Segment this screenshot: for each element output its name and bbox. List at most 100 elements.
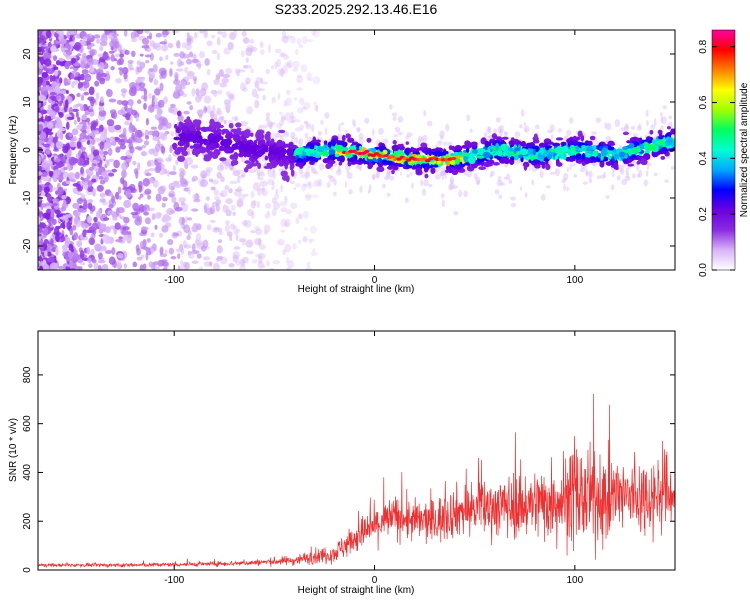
spectrogram-cell	[302, 210, 309, 219]
spectrogram-cell	[233, 30, 238, 37]
spectrogram-cell	[117, 253, 124, 259]
spectrogram-cell	[173, 52, 180, 57]
spectrogram-cell	[87, 58, 94, 66]
spectrogram-cell	[205, 126, 211, 132]
spectrogram-cell	[222, 74, 231, 78]
spectrogram-cell	[205, 167, 213, 173]
spectrogram-x-ticks: -100 0 100	[164, 30, 584, 286]
spectrogram-cell	[42, 79, 47, 88]
spectrogram-cell	[52, 55, 58, 61]
spectrogram-cell	[64, 61, 70, 70]
spectrogram-cell	[113, 159, 120, 169]
spectrogram-cell	[667, 126, 671, 130]
spectrogram-cell	[83, 91, 89, 96]
spectrogram-cell	[184, 42, 192, 51]
spectrogram-cell	[120, 88, 128, 94]
spectrogram-cell	[183, 244, 192, 249]
spectrogram-cell	[43, 227, 49, 236]
spectrogram-cell	[583, 132, 586, 139]
spectrogram-cell	[99, 198, 106, 203]
x-tick-label: -100	[164, 575, 184, 586]
spectrogram-cell	[202, 239, 209, 249]
spectrogram-cell	[100, 149, 104, 157]
spectrogram-cell	[217, 239, 223, 244]
spectrogram-cell	[77, 81, 83, 90]
spectrogram-cell	[518, 154, 523, 159]
spectrogram-cell	[285, 209, 292, 215]
spectrogram-cell	[282, 35, 289, 44]
spectrogram-cell	[469, 128, 473, 133]
spectrogram-cell	[290, 131, 296, 140]
spectrogram-cell	[71, 80, 78, 85]
spectrogram-cell	[552, 142, 561, 147]
spectrogram-cell	[111, 168, 117, 173]
spectrogram-cell	[60, 47, 68, 51]
spectrogram-cell	[162, 196, 168, 202]
spectrogram-cell	[592, 150, 598, 157]
spectrogram-cell	[505, 145, 509, 151]
spectrogram-cell	[520, 109, 525, 117]
colorbar-tick-label: 0.6	[698, 95, 709, 109]
spectrogram-cell	[309, 160, 315, 165]
spectrogram-cell	[282, 249, 287, 256]
spectrogram-cell	[277, 239, 285, 246]
spectrogram-cell	[314, 153, 321, 159]
spectrogram-cell	[463, 190, 468, 198]
spectrogram-cell	[455, 163, 462, 171]
spectrogram-cell	[297, 239, 302, 244]
spectrogram-cell	[602, 156, 609, 162]
spectrogram-cell	[48, 222, 52, 227]
spectrogram-cell	[231, 159, 239, 166]
snr-y-label: SNR (10 * v/v)	[8, 418, 19, 482]
spectrogram-cell	[208, 133, 215, 139]
spectrogram-cell	[591, 131, 597, 136]
spectrogram-cell	[136, 66, 143, 73]
spectrogram-cell	[192, 119, 200, 125]
spectrogram-cell	[622, 146, 629, 151]
spectrogram-cell	[148, 130, 155, 136]
spectrogram-cell	[274, 61, 278, 70]
spectrogram-cell	[556, 151, 561, 157]
spectrogram-cell	[240, 144, 246, 150]
spectrogram-cell	[114, 222, 121, 230]
spectrogram-cell	[240, 50, 245, 58]
spectrogram-cell	[251, 163, 258, 167]
spectrogram-cell	[455, 157, 461, 165]
spectrogram-cell	[66, 221, 72, 231]
spectrogram-cell	[327, 174, 333, 179]
spectrogram-cell	[91, 258, 97, 264]
spectrogram-cell	[497, 126, 502, 134]
spectrogram-cell	[450, 153, 454, 157]
spectrogram-cell	[173, 232, 179, 237]
spectrogram-cell	[670, 128, 675, 134]
spectrogram-cell	[256, 144, 260, 151]
spectrogram-cell	[255, 160, 259, 165]
y-tick-label: 0	[22, 147, 33, 153]
spectrogram-cell	[141, 145, 146, 149]
spectrogram-cell	[129, 187, 137, 194]
spectrogram-cell	[137, 129, 143, 139]
spectrogram-cell	[623, 163, 626, 168]
spectrogram-cell	[38, 112, 42, 119]
spectrogram-cell	[52, 187, 58, 191]
spectrogram-cell	[96, 73, 102, 81]
spectrogram-cell	[93, 262, 99, 270]
spectrogram-cell	[91, 222, 99, 231]
spectrogram-cell	[471, 163, 478, 169]
spectrogram-cell	[181, 202, 186, 206]
spectrogram-cell	[54, 69, 59, 77]
spectrogram-cell	[644, 143, 652, 150]
spectrogram-cell	[40, 203, 48, 208]
x-tick-label: 100	[566, 575, 583, 586]
spectrogram-cell	[80, 262, 86, 266]
spectrogram-cell	[173, 79, 181, 85]
spectrogram-cell	[185, 135, 193, 142]
spectrogram-cell	[65, 90, 69, 94]
spectrogram-cell	[153, 97, 158, 103]
spectrogram-cell	[443, 141, 448, 146]
spectrogram-cell	[98, 109, 107, 117]
spectrogram-cell	[622, 131, 629, 136]
spectrogram-cell	[229, 223, 236, 230]
spectrogram-cell	[457, 146, 463, 151]
spectrogram-cell	[186, 101, 192, 105]
